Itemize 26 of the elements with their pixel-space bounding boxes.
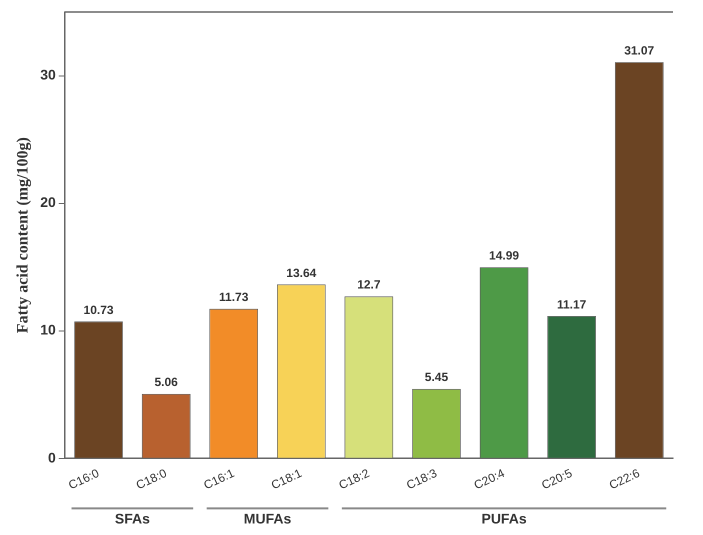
x-tick-label: C20:4 [472,466,507,492]
data-label: 14.99 [489,248,520,263]
y-axis-title: Fatty acid content (mg/100g) [14,137,32,334]
text: SFAs [114,510,150,526]
y-tick-label: 0 [48,449,56,466]
x-tick-label: C18:3 [404,466,440,492]
x-tick-label: C18:0 [134,466,170,492]
data-label: 12.7 [357,278,381,292]
data-label: 31.07 [624,43,655,58]
text: MUFAs [244,510,292,526]
text: PUFAs [481,510,527,526]
x-tick-label: C22:6 [606,466,642,492]
data-label: 5.45 [424,370,448,384]
x-tick-label: C18:2 [336,466,372,492]
data-label: 11.73 [219,290,249,304]
x-tick-label: C16:0 [66,466,102,492]
x-tick-label: C16:1 [201,466,237,492]
y-tick-label: 10 [40,322,56,338]
data-label: 5.06 [154,375,178,390]
data-label: 11.17 [556,297,587,312]
x-tick-label: C20:5 [539,466,575,492]
data-label: 13.64 [286,266,317,280]
y-tick-label: 30 [40,66,56,83]
x-tick-label: C18:1 [269,466,304,492]
y-tick-label: 20 [40,194,56,210]
data-label: 10.73 [84,302,114,317]
